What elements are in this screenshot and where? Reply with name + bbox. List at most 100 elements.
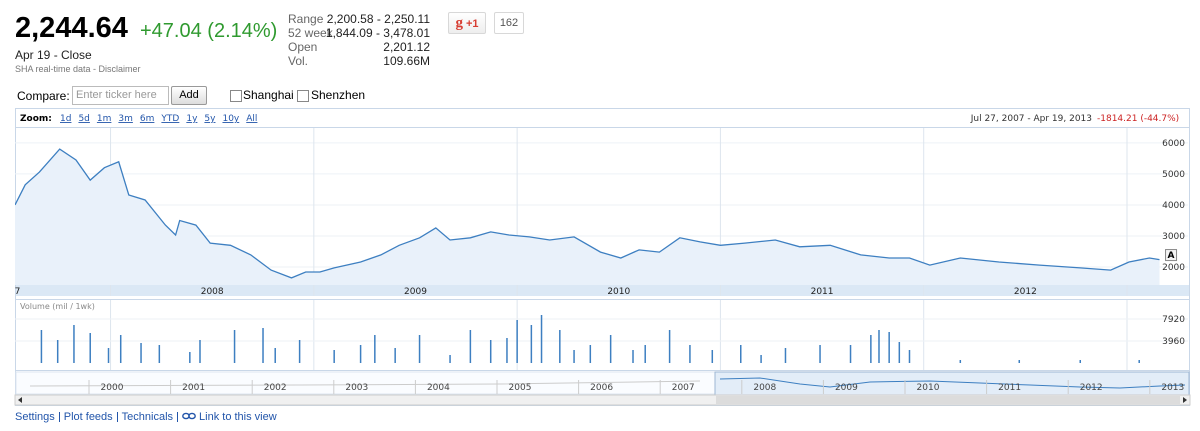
footer-link[interactable]: Plot feeds	[60, 412, 118, 423]
zoom-option[interactable]: YTD	[160, 114, 179, 124]
stat-label: Open	[288, 40, 318, 54]
ticker-input[interactable]: Enter ticker here	[72, 86, 169, 105]
footer-link[interactable]: Link to this view	[178, 411, 281, 423]
y-tick-label: 4000	[1162, 201, 1185, 211]
navigator-year: 2010	[917, 383, 940, 393]
x-tick-label: 2011	[811, 287, 834, 297]
volume-bar	[740, 345, 742, 363]
scrollbar-thumb[interactable]	[716, 396, 1180, 404]
zoom-option[interactable]: 1y	[186, 114, 198, 124]
flag-box	[1165, 249, 1178, 262]
volume-bar	[333, 350, 335, 363]
zoom-option[interactable]: 5y	[204, 114, 216, 124]
volume-bar	[888, 332, 890, 363]
scroll-left[interactable]	[18, 397, 22, 403]
volume-bar	[530, 325, 533, 363]
stat-label: 52 week	[288, 26, 333, 40]
navigator-line	[719, 377, 1186, 389]
navigator-year: 2012	[1080, 383, 1103, 393]
navigator-year: 2011	[998, 383, 1021, 393]
x-tick-label: 2012	[1014, 287, 1037, 297]
volume-bar	[516, 320, 518, 363]
volume-bar	[469, 330, 472, 363]
zoom-option[interactable]: 6m	[140, 114, 155, 124]
plus-one-count: 162	[494, 12, 524, 34]
volume-bar	[119, 335, 122, 363]
volume-bar	[668, 330, 671, 363]
plot-area: 2000 3000 4000 5000 6000 2007 2008 2009 2010 2011…	[0, 128, 1190, 371]
zoom-option[interactable]: 10y	[222, 114, 239, 124]
stat-value: 109.66M	[383, 54, 430, 68]
y-tick-label: 6000	[1162, 139, 1185, 149]
price-line	[15, 148, 1160, 279]
checkbox[interactable]	[230, 90, 242, 102]
navigator-year: 2005	[509, 383, 532, 393]
volume-bar	[908, 350, 911, 363]
volume-bar	[449, 355, 451, 363]
x-tick-label: 2010	[607, 287, 630, 297]
add-button[interactable]: Add	[171, 86, 207, 105]
plus-one-button[interactable]: g +1	[448, 12, 486, 34]
volume-bar	[274, 348, 276, 363]
zoom-change: -1814.21 (-44.7%)	[1097, 114, 1179, 124]
x-tick-label: 2007	[0, 287, 20, 297]
stat-label: Range	[288, 12, 324, 26]
year-band	[16, 285, 1189, 296]
zoom-option[interactable]: All	[246, 114, 257, 124]
volume-bar	[870, 335, 872, 363]
plus-one: +1	[465, 18, 479, 30]
volume-bar	[40, 330, 43, 363]
volume-bar	[298, 340, 301, 363]
stat-label: Vol.	[288, 54, 309, 68]
volume-bar	[56, 340, 59, 363]
footer-links: Settings Plot feeds Technicals Link to this…	[15, 411, 281, 423]
navigator-year: 2004	[427, 383, 450, 393]
volume-bar	[506, 338, 508, 363]
volume-bar	[760, 355, 762, 363]
checkbox[interactable]	[297, 90, 309, 102]
y-tick-label: 7920	[1162, 315, 1185, 325]
scrollbar[interactable]	[14, 394, 1191, 406]
volume-bar	[489, 340, 492, 363]
navigator: 2000 2001 2002 2003 2004 2005 2006 2007 2008 2009…	[14, 371, 1191, 406]
footer-link[interactable]: Settings	[15, 412, 60, 423]
y-tick-label: 2000	[1162, 263, 1185, 273]
area-fill	[15, 149, 1160, 285]
volume-bar	[632, 350, 634, 363]
volume-bar	[589, 345, 592, 363]
zoom-option[interactable]: 1m	[97, 114, 112, 124]
volume-bar	[107, 348, 110, 363]
volume-bar	[189, 352, 191, 363]
scroll-right[interactable]	[1183, 397, 1187, 403]
volume-bar	[1018, 360, 1021, 363]
volume-bar	[711, 350, 714, 363]
navigator-year: 2001	[182, 383, 205, 393]
zoom-option[interactable]: 1d	[60, 114, 71, 124]
volume-bar	[959, 360, 962, 363]
zoom-option[interactable]: 5d	[78, 114, 89, 124]
price: 2,244.64	[15, 12, 128, 44]
volume-bar	[233, 330, 236, 363]
zoom-label: Zoom:	[20, 114, 52, 124]
volume-bar	[559, 330, 561, 363]
compare-label: Compare:	[17, 89, 70, 103]
volume-bar	[199, 340, 201, 363]
navigator-year: 2000	[101, 383, 124, 393]
navigator-year: 2006	[590, 383, 613, 393]
footer-link[interactable]: Technicals	[118, 412, 179, 423]
flag-label: A	[1168, 251, 1175, 261]
navigator-year: 2007	[672, 383, 695, 393]
volume-bar	[89, 333, 91, 363]
close-date: Apr 19 - Close	[15, 48, 92, 62]
footer-link-text: Link to this view	[199, 411, 277, 423]
volume-bar	[784, 348, 787, 363]
y-tick-label: 3000	[1162, 232, 1185, 242]
link-icon	[182, 412, 196, 420]
zoom-option[interactable]: 3m	[118, 114, 133, 124]
data-source: SHA real-time data - Disclaimer	[15, 64, 141, 74]
zoom-range: Jul 27, 2007 - Apr 19, 2013	[970, 114, 1092, 124]
volume-bar	[849, 345, 852, 363]
navigator-year: 2003	[345, 383, 368, 393]
navigator-year: 2008	[753, 383, 776, 393]
volume-bar	[898, 342, 901, 363]
